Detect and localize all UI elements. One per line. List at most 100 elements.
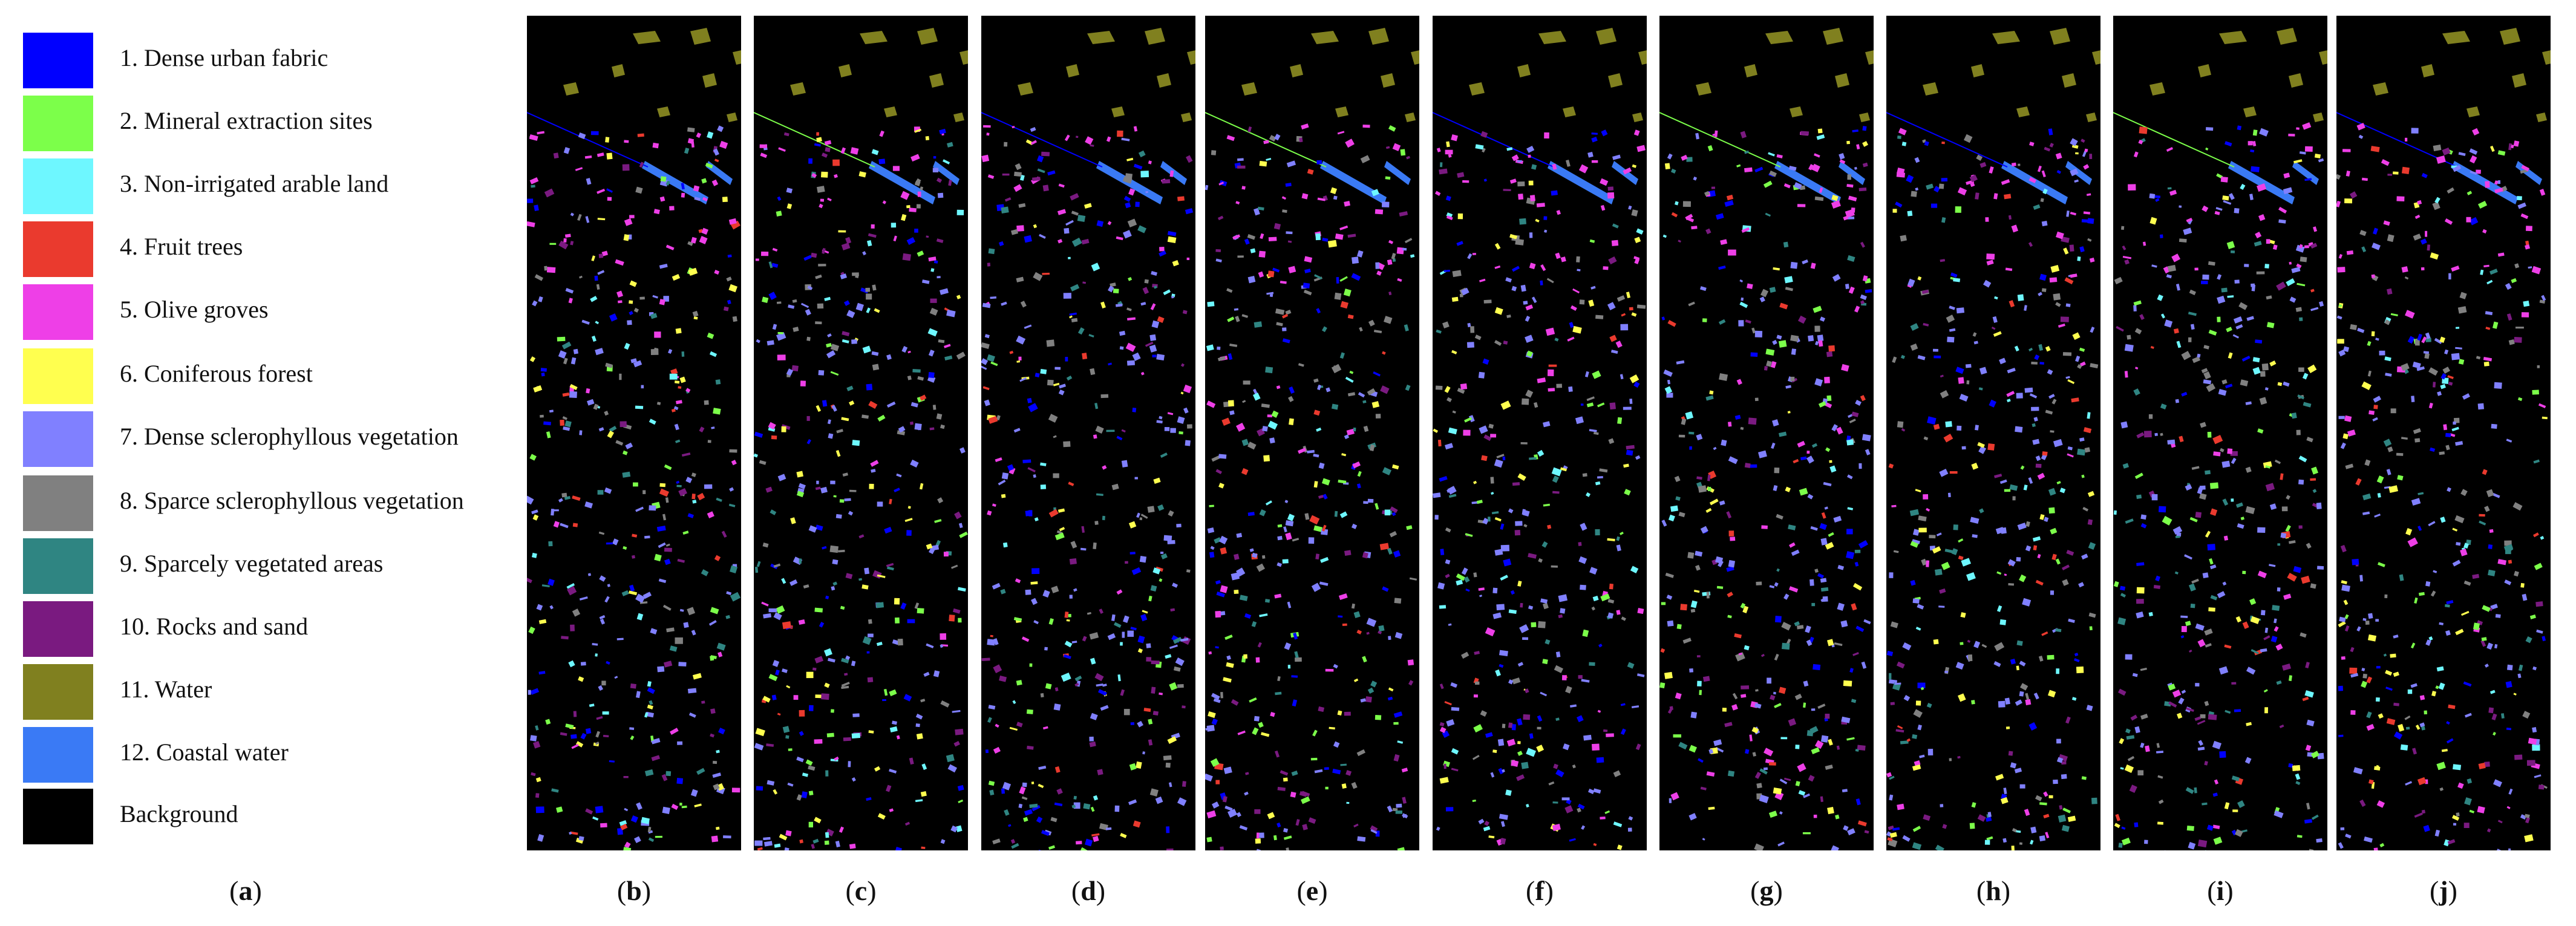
land-parcel	[2012, 828, 2018, 833]
land-parcel	[946, 309, 956, 318]
land-parcel	[1718, 265, 1726, 270]
land-parcel	[692, 310, 699, 317]
land-parcel	[2446, 721, 2450, 725]
land-parcel	[2169, 189, 2177, 196]
land-parcel	[2289, 261, 2292, 265]
land-parcel	[2421, 809, 2426, 814]
land-parcel	[585, 216, 590, 223]
land-parcel	[2508, 848, 2511, 850]
caption-letter: d	[1080, 875, 1096, 906]
land-parcel	[644, 712, 649, 718]
land-parcel	[2234, 279, 2240, 284]
land-parcel	[1718, 319, 1726, 325]
land-parcel	[1275, 691, 1282, 696]
land-parcel	[1731, 703, 1738, 711]
water-region-2	[1823, 28, 1843, 45]
land-parcel	[2117, 688, 2127, 696]
land-parcel	[1366, 631, 1370, 635]
land-parcel	[2455, 628, 2464, 636]
land-parcel	[685, 477, 693, 483]
land-parcel	[1019, 377, 1027, 382]
land-parcel	[1811, 747, 1820, 754]
land-parcel	[1269, 135, 1277, 142]
land-parcel	[1554, 337, 1559, 342]
land-parcel	[665, 180, 670, 186]
land-parcel	[1443, 763, 1447, 769]
land-parcel	[1863, 619, 1871, 625]
land-parcel	[1696, 434, 1703, 441]
water-region-1	[2219, 31, 2247, 44]
land-parcel	[2025, 699, 2032, 706]
legend-label: 3. Non-irrigated arable land	[120, 170, 389, 197]
land-parcel	[1016, 360, 1021, 363]
land-parcel	[1359, 327, 1363, 332]
land-parcel	[2442, 367, 2450, 374]
land-parcel	[1726, 511, 1732, 519]
land-parcel	[851, 777, 856, 782]
land-parcel	[1782, 642, 1790, 650]
water-region-7	[2536, 112, 2547, 122]
land-parcel	[2195, 512, 2202, 518]
water-region-7	[1405, 112, 1416, 122]
land-parcel	[2423, 351, 2430, 354]
land-parcel	[2349, 667, 2358, 674]
land-parcel	[1439, 168, 1448, 175]
land-parcel	[1210, 758, 1220, 768]
land-parcel	[1330, 187, 1338, 195]
land-parcel	[981, 657, 990, 661]
land-parcel	[1366, 618, 1377, 627]
land-parcel	[2234, 709, 2241, 712]
land-parcel	[1589, 662, 1595, 667]
land-parcel	[1352, 461, 1361, 469]
land-parcel	[2305, 745, 2312, 751]
land-parcel	[1047, 379, 1054, 386]
land-parcel	[1180, 391, 1184, 395]
land-parcel	[1947, 336, 1955, 343]
land-parcel	[1122, 631, 1125, 638]
land-parcel	[2245, 506, 2255, 515]
land-parcel	[2433, 144, 2442, 152]
land-parcel	[2532, 666, 2537, 671]
land-parcel	[595, 321, 600, 325]
land-parcel	[1123, 195, 1131, 202]
land-parcel	[1963, 134, 1973, 143]
land-parcel	[1520, 442, 1528, 445]
land-parcel	[2029, 393, 2038, 399]
land-parcel	[1218, 454, 1227, 459]
land-parcel	[728, 503, 736, 507]
land-parcel	[806, 439, 811, 445]
land-parcel	[2012, 496, 2016, 501]
land-parcel	[1290, 791, 1296, 798]
land-parcel	[2240, 183, 2246, 191]
land-parcel	[1958, 377, 1964, 384]
land-parcel	[1623, 463, 1629, 468]
land-parcel	[675, 637, 683, 644]
land-parcel	[1165, 654, 1172, 659]
land-parcel	[917, 608, 924, 614]
land-parcel	[652, 295, 658, 299]
land-parcel	[2079, 437, 2085, 442]
land-parcel	[600, 823, 607, 828]
land-parcel	[871, 224, 875, 229]
land-parcel	[1940, 390, 1949, 399]
land-parcel	[2237, 125, 2242, 131]
land-parcel	[1607, 302, 1616, 310]
land-parcel	[2376, 475, 2384, 484]
land-parcel	[2140, 523, 2147, 529]
land-parcel	[1861, 661, 1867, 669]
land-parcel	[825, 595, 829, 599]
land-parcel	[2291, 412, 2297, 419]
land-parcel	[1304, 513, 1310, 520]
land-parcel	[2128, 184, 2136, 191]
land-parcel	[2175, 399, 2180, 403]
land-parcel	[1123, 615, 1129, 623]
land-parcel	[756, 561, 761, 567]
land-parcel	[2425, 337, 2431, 342]
land-parcel	[796, 756, 804, 763]
land-parcel	[1446, 215, 1453, 221]
land-parcel	[2176, 532, 2182, 537]
land-parcel	[1384, 316, 1393, 324]
land-parcel	[675, 439, 681, 443]
land-parcel	[1177, 416, 1185, 424]
land-parcel	[2361, 177, 2368, 181]
